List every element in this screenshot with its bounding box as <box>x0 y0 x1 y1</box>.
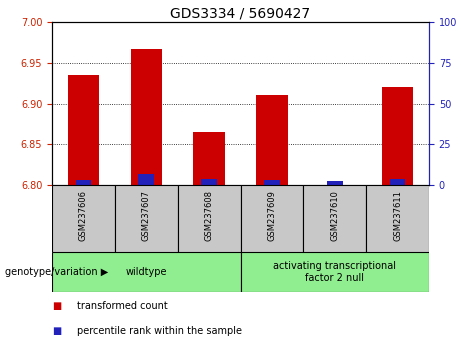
Bar <box>303 185 366 252</box>
Text: transformed count: transformed count <box>77 301 168 311</box>
Bar <box>193 132 225 185</box>
Text: GSM237607: GSM237607 <box>142 190 151 241</box>
Bar <box>130 49 162 185</box>
Bar <box>76 180 91 185</box>
Bar <box>264 180 280 185</box>
Text: GSM237610: GSM237610 <box>330 190 339 241</box>
Text: GSM237608: GSM237608 <box>205 190 213 241</box>
Bar <box>366 185 429 252</box>
Text: wildtype: wildtype <box>125 267 167 277</box>
Text: ■: ■ <box>52 301 61 311</box>
Bar <box>327 181 343 185</box>
Bar <box>177 185 241 252</box>
Bar <box>115 185 177 252</box>
Bar <box>52 185 115 252</box>
Bar <box>201 179 217 185</box>
Bar <box>241 252 429 292</box>
Text: GSM237609: GSM237609 <box>267 190 277 241</box>
Bar <box>241 185 303 252</box>
Bar <box>52 252 241 292</box>
Bar <box>138 173 154 185</box>
Bar <box>390 179 405 185</box>
Text: ■: ■ <box>52 326 61 336</box>
Text: percentile rank within the sample: percentile rank within the sample <box>77 326 242 336</box>
Title: GDS3334 / 5690427: GDS3334 / 5690427 <box>171 7 311 21</box>
Text: GSM237606: GSM237606 <box>79 190 88 241</box>
Bar <box>256 95 288 185</box>
Bar <box>68 75 99 185</box>
Bar <box>382 87 414 185</box>
Text: GSM237611: GSM237611 <box>393 190 402 241</box>
Text: activating transcriptional
factor 2 null: activating transcriptional factor 2 null <box>273 261 396 283</box>
Text: genotype/variation ▶: genotype/variation ▶ <box>5 267 108 277</box>
